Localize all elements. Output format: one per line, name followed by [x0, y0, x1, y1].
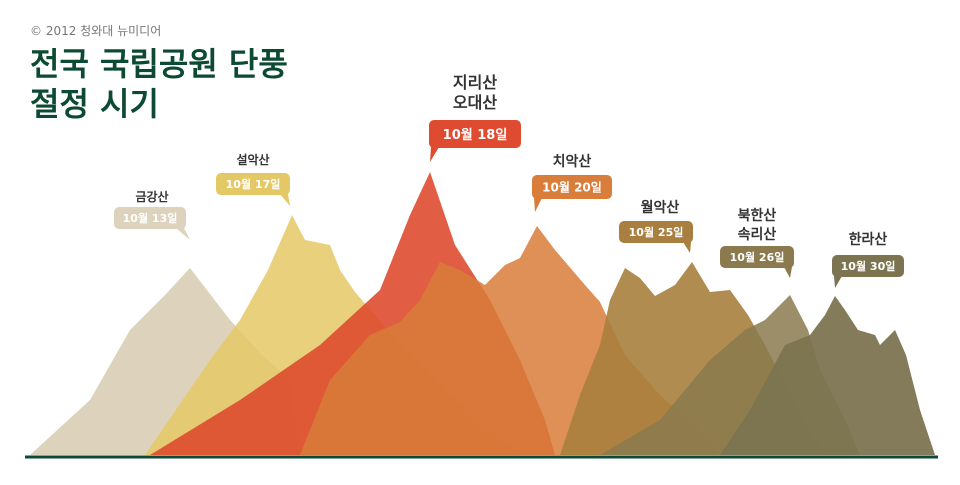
date-bubble: 10월 17일 — [216, 173, 290, 206]
date-label: 10월 18일 — [443, 127, 508, 143]
mountain-name-label: 북한산 — [738, 207, 777, 224]
mountain-name-label: 지리산 — [453, 73, 497, 92]
date-bubble: 10월 25일 — [619, 221, 693, 253]
title-line-2: 절정 시기 — [30, 85, 159, 123]
date-label: 10월 13일 — [123, 211, 178, 225]
mountain-name-label: 월악산 — [641, 199, 680, 216]
date-bubble: 10월 30일 — [832, 255, 904, 288]
date-bubble: 10월 20일 — [532, 175, 612, 212]
date-bubble: 10월 26일 — [720, 246, 794, 278]
date-bubble-tail — [834, 276, 842, 288]
mountain-name-label: 한라산 — [849, 231, 888, 248]
date-bubble-box — [216, 173, 290, 195]
date-bubble: 10월 13일 — [114, 207, 190, 240]
date-bubble-tail — [534, 198, 542, 212]
mountain-name-label: 치악산 — [553, 153, 592, 170]
mountain-name-label: 금강산 — [135, 189, 168, 204]
date-bubble: 10월 18일 — [429, 120, 521, 162]
date-bubble-box — [429, 120, 521, 148]
date-bubble-box — [114, 207, 186, 229]
date-bubble-box — [720, 246, 794, 268]
date-label: 10월 26일 — [730, 250, 785, 264]
date-bubble-box — [619, 221, 693, 243]
copyright-text: © 2012 청와대 뉴미디어 — [30, 24, 162, 38]
date-label: 10월 17일 — [226, 177, 281, 191]
date-bubble-tail — [784, 267, 792, 278]
date-bubble-tail — [430, 147, 439, 162]
mountain-name-label: 설악산 — [236, 152, 269, 167]
title-line-1: 전국 국립공원 단풍 — [30, 45, 288, 83]
page-title: 전국 국립공원 단풍 절정 시기 — [30, 44, 288, 124]
mountain-name-label: 속리산 — [738, 226, 777, 243]
mountain-name-label: 오대산 — [453, 93, 497, 112]
mountain-7 — [720, 296, 935, 455]
date-label: 10월 30일 — [841, 259, 896, 273]
date-bubble-tail — [176, 228, 190, 240]
date-label: 10월 20일 — [542, 180, 602, 195]
date-bubble-box — [532, 175, 612, 199]
date-bubble-tail — [683, 242, 691, 253]
date-label: 10월 25일 — [629, 225, 684, 239]
date-bubble-tail — [280, 194, 290, 206]
date-bubble-box — [832, 255, 904, 277]
